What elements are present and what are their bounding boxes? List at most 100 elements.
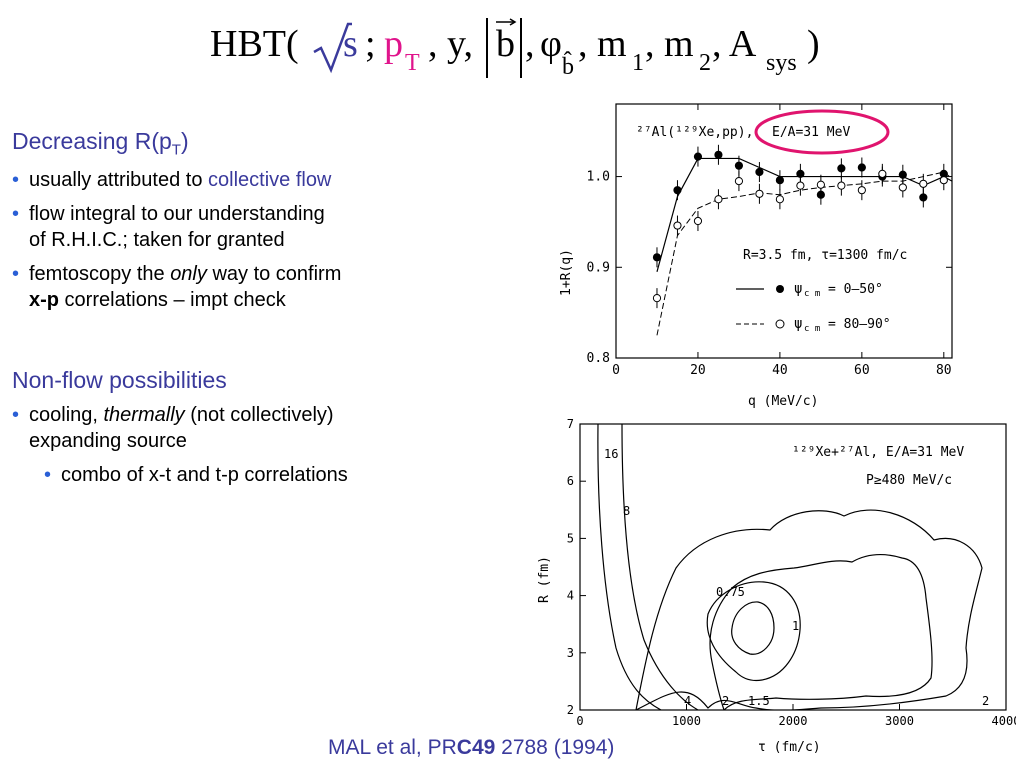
contour-label-2-right: 2 xyxy=(982,694,989,708)
chart2-ytick-label: 4 xyxy=(567,589,574,603)
chart1-ytick-label: 1.0 xyxy=(587,170,610,185)
eq-m2: , m xyxy=(645,23,694,65)
series-2-point xyxy=(919,179,928,188)
title-equation: HBT( s ; p T , y, b , φ b̂ , m 1 , m 2 ,… xyxy=(0,14,1024,84)
contour-1 xyxy=(706,581,801,682)
series-2-point xyxy=(939,176,948,185)
highlight-ellipse xyxy=(754,109,890,155)
series-2-point xyxy=(673,221,682,230)
eq-m1-sub: 1 xyxy=(632,50,644,76)
chart1-ytick-label: 0.8 xyxy=(587,351,610,366)
bullet-dot: • xyxy=(44,463,52,486)
eq-comma-b: , xyxy=(525,23,535,65)
chart2-ytick-label: 2 xyxy=(567,703,574,717)
series-2-point xyxy=(857,186,866,195)
contour-2 xyxy=(709,553,933,710)
bullet-dot: • xyxy=(12,403,20,426)
bullet-dot: • xyxy=(12,262,20,285)
series-1-curve xyxy=(656,157,953,272)
eq-p: p xyxy=(384,23,403,65)
series-1-point xyxy=(673,186,682,195)
series-2-point xyxy=(837,181,846,190)
chart2-xtick-label: 2000 xyxy=(779,714,808,728)
eq-semicolon: ; xyxy=(365,23,376,65)
chart2-xlabel: τ (fm/c) xyxy=(758,740,821,755)
series-2-point xyxy=(652,294,662,303)
legend-open-marker xyxy=(775,319,785,329)
chart1-highlight-label: E/A=31 MeV xyxy=(772,125,850,140)
eq-close: ) xyxy=(807,23,820,65)
series-2-point xyxy=(693,216,703,226)
chart2-xtick-label: 1000 xyxy=(672,714,701,728)
series-1-point xyxy=(898,170,907,179)
contour-16 xyxy=(597,424,662,710)
sub-bullet-correlations: • combo of x-t and t-p correlations xyxy=(44,463,348,486)
chart2-frame xyxy=(579,423,1007,711)
left-text-column: Decreasing R(pT) • usually attributed to… xyxy=(12,128,452,488)
series-2-point xyxy=(898,183,907,192)
contour-label-16: 16 xyxy=(604,447,618,461)
series-2-point xyxy=(816,180,825,189)
chart2-ytick-label: 5 xyxy=(567,531,574,545)
series-1-point xyxy=(734,161,744,170)
chart2-ylabel: R (fm) xyxy=(537,556,552,603)
series-1-point xyxy=(919,193,928,202)
series-2-point xyxy=(755,189,764,198)
eq-phi: φ xyxy=(540,23,562,65)
sqrt-symbol xyxy=(313,22,352,74)
chart2-ytick-label: 6 xyxy=(567,474,574,488)
chart2-subtitle: P≥480 MeV/c xyxy=(866,473,952,488)
bullet-dot: • xyxy=(12,202,20,225)
chart1-xtick-label: 60 xyxy=(854,363,870,378)
legend-filled-marker xyxy=(776,285,784,293)
contour-8 xyxy=(621,424,699,710)
series-2-point xyxy=(714,195,723,204)
series-1-point xyxy=(755,167,764,177)
legend-psi-2: ψ xyxy=(794,316,802,332)
bullet-dot: • xyxy=(12,168,20,191)
correlation-chart: ²⁷Al(¹²⁹Xe,pp), E/A=31 MeV R=3.5 fm, τ=1… xyxy=(559,103,953,409)
chart1-ytick-label: 0.9 xyxy=(587,260,610,275)
eq-y: , y, xyxy=(428,23,474,65)
chart2-xtick-label: 4000 xyxy=(992,714,1016,728)
legend-cm-1: c m xyxy=(804,289,820,299)
legend-psi-1: ψ xyxy=(794,281,802,297)
eq-b: b xyxy=(496,23,515,65)
contour-label-4: 4 xyxy=(684,694,691,708)
series-1-point xyxy=(837,164,846,173)
contour-label-8: 8 xyxy=(623,504,630,518)
bullet-collective-flow: • usually attributed to collective flow xyxy=(12,168,332,191)
contour-label-1-5: 1.5 xyxy=(748,694,770,708)
chart1-info: R=3.5 fm, τ=1300 fm/c xyxy=(743,248,907,263)
bullet-femtoscopy: • femtoscopy the only way to confirm x-p… xyxy=(12,262,342,311)
contour-chart: ¹²⁹Xe+²⁷Al, E/A=31 MeV P≥480 MeV/c 16 8 … xyxy=(537,418,1016,755)
eq-phi-sub: b̂ xyxy=(562,54,574,80)
series-2-point xyxy=(878,169,887,178)
series-1-point xyxy=(652,253,662,262)
chart1-xtick-label: 20 xyxy=(690,363,706,378)
eq-s: s xyxy=(343,23,358,65)
chart2-ytick-label: 3 xyxy=(567,646,574,660)
chart1-ylabel: 1+R(q) xyxy=(559,249,574,296)
chart1-xtick-label: 40 xyxy=(772,363,788,378)
nonflow-heading: Non-flow possibilities xyxy=(12,366,227,393)
contour-label-2: 2 xyxy=(722,694,729,708)
eq-m1: , m xyxy=(578,23,627,65)
bullet-flow-integral: • flow integral to our understanding of … xyxy=(12,202,325,251)
bullet-cooling: • cooling, thermally (not collectively) … xyxy=(12,403,334,452)
citation: MAL et al, PRC49 2788 (1994) xyxy=(328,736,615,759)
series-2-point xyxy=(775,195,785,204)
contour-075 xyxy=(731,601,775,655)
chart2-title: ¹²⁹Xe+²⁷Al, E/A=31 MeV xyxy=(792,445,964,460)
series-1-point xyxy=(714,150,723,159)
series-2-point xyxy=(796,181,805,190)
contour-4 xyxy=(635,509,983,710)
legend-text-1: = 0–50° xyxy=(828,282,883,297)
series-2-curve xyxy=(656,171,953,336)
series-1-point xyxy=(857,163,866,172)
chart1-xtick-label: 80 xyxy=(936,363,952,378)
contour-label-075: 0.75 xyxy=(716,585,745,599)
eq-p-sub: T xyxy=(405,50,420,76)
eq-m2-sub: 2 xyxy=(699,50,711,76)
eq-a-sub: sys xyxy=(766,50,797,76)
